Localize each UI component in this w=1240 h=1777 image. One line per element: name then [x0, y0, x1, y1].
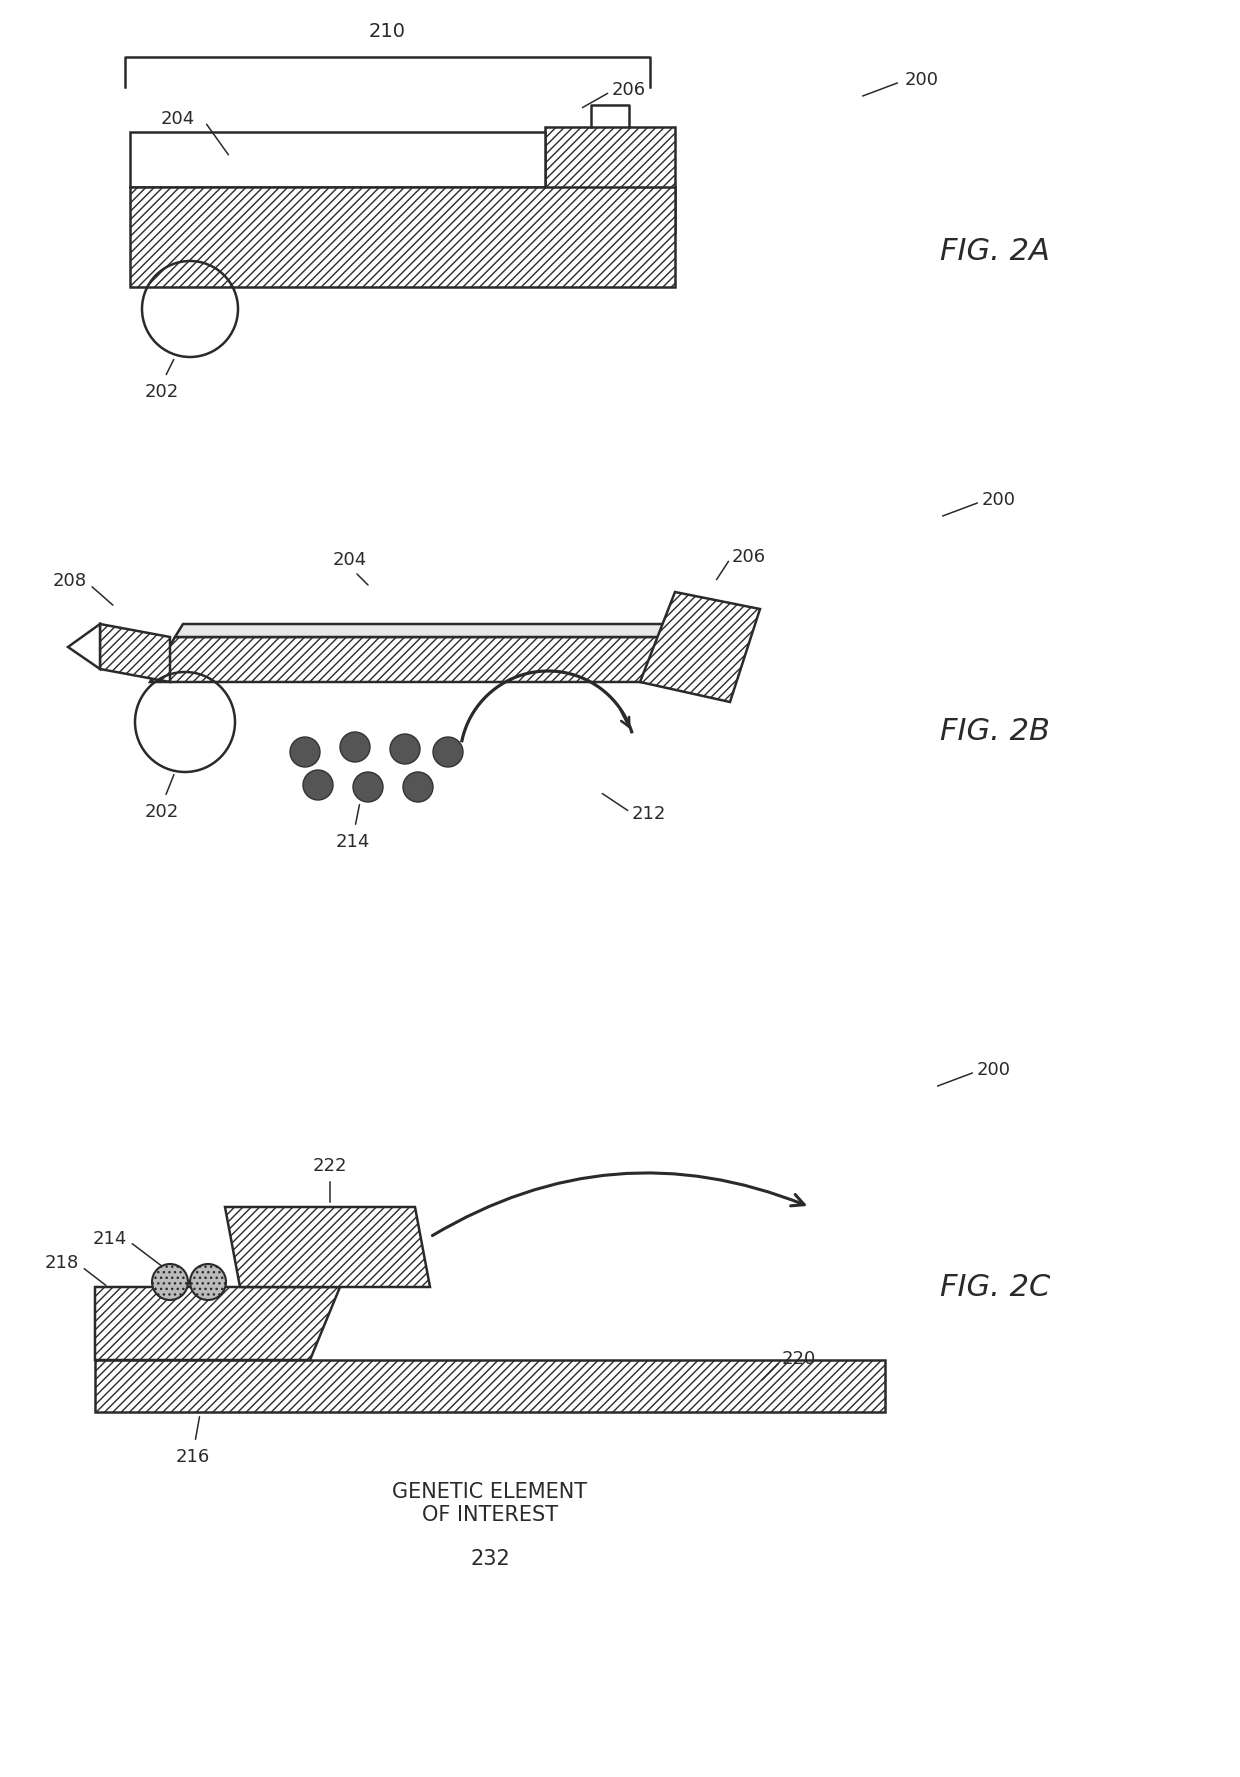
Polygon shape — [100, 624, 170, 682]
Circle shape — [290, 737, 320, 768]
Polygon shape — [175, 624, 678, 636]
Circle shape — [353, 771, 383, 801]
Polygon shape — [150, 636, 670, 682]
Bar — [130, 131, 546, 187]
Text: 204: 204 — [161, 110, 195, 128]
Circle shape — [303, 769, 334, 800]
Polygon shape — [68, 624, 100, 668]
Polygon shape — [640, 592, 760, 702]
Text: FIG. 2B: FIG. 2B — [940, 718, 1050, 746]
Text: 200: 200 — [905, 71, 939, 89]
Text: 216: 216 — [176, 1448, 210, 1466]
Circle shape — [190, 1263, 226, 1301]
Circle shape — [391, 734, 420, 764]
Polygon shape — [224, 1207, 430, 1287]
Text: FIG. 2C: FIG. 2C — [940, 1272, 1050, 1301]
Text: 206: 206 — [732, 547, 766, 567]
Bar — [546, 126, 675, 233]
Circle shape — [153, 1263, 188, 1301]
Text: 208: 208 — [53, 572, 87, 590]
Circle shape — [340, 732, 370, 762]
Polygon shape — [95, 1287, 340, 1359]
Text: 214: 214 — [336, 833, 371, 851]
Circle shape — [433, 737, 463, 768]
Text: 222: 222 — [312, 1157, 347, 1175]
Bar — [95, 1359, 885, 1413]
Bar — [130, 187, 675, 288]
Text: 204: 204 — [332, 551, 367, 569]
Text: 220: 220 — [782, 1351, 816, 1368]
Text: 202: 202 — [145, 803, 179, 821]
Text: FIG. 2A: FIG. 2A — [940, 238, 1050, 267]
Text: 212: 212 — [632, 805, 666, 823]
Circle shape — [403, 771, 433, 801]
Text: 214: 214 — [93, 1230, 126, 1247]
Text: 206: 206 — [613, 82, 646, 100]
Text: 210: 210 — [370, 21, 405, 41]
Text: 200: 200 — [977, 1061, 1011, 1079]
Text: GENETIC ELEMENT
OF INTEREST: GENETIC ELEMENT OF INTEREST — [392, 1482, 588, 1525]
Text: 218: 218 — [45, 1255, 79, 1272]
Text: 232: 232 — [470, 1550, 510, 1569]
Text: 200: 200 — [982, 490, 1016, 508]
Text: 202: 202 — [145, 384, 179, 402]
